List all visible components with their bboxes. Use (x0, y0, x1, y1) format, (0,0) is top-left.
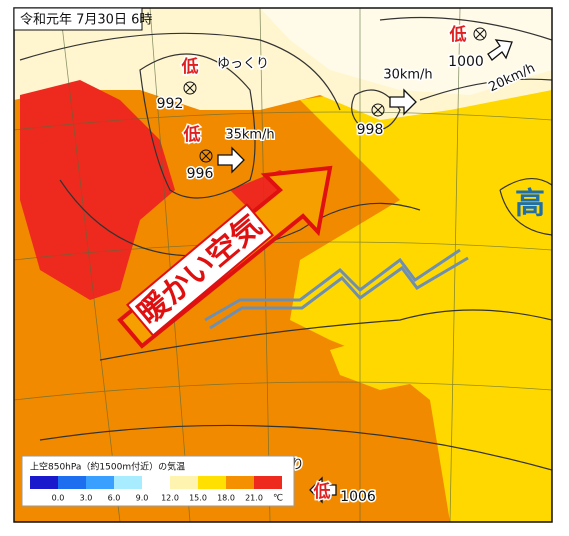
legend-tick: 9.0 (136, 494, 149, 503)
label-box (125, 203, 275, 337)
hot-area (20, 80, 175, 300)
legend-color (170, 476, 198, 489)
legend-color (198, 476, 226, 489)
stationary-front (204, 248, 469, 330)
legend-color (58, 476, 86, 489)
legend-unit: ℃ (273, 494, 283, 504)
legend-title: 上空850hPa（約1500m付近）の気温 (30, 461, 185, 473)
low-mark: 低 (449, 24, 467, 45)
move-arrow (309, 476, 337, 504)
low-pressure: 996 (187, 166, 214, 182)
legend-tick: 0.0 (52, 494, 65, 503)
low-pressure: 998 (357, 122, 384, 138)
legend-tick: 18.0 (217, 494, 235, 503)
move-arrow (487, 39, 513, 61)
legend-color (254, 476, 282, 489)
high-pressure-label: 高 (515, 187, 545, 222)
low-pressure: 1000 (448, 54, 484, 70)
low-mark: 低 (313, 481, 331, 502)
mild-area (290, 60, 552, 522)
map-field: 暖かい空気 高 (14, 8, 552, 522)
speed-label: 30km/h (383, 68, 432, 83)
low-pressure: 992 (157, 96, 184, 112)
low-mark: 低 (181, 56, 199, 77)
speed-label: 35km/h (225, 128, 274, 143)
low-mark: 低 (183, 124, 201, 145)
move-arrow (389, 88, 417, 116)
legend-color (226, 476, 254, 489)
legend-color (30, 476, 58, 489)
legend-color (114, 476, 142, 489)
legend-tick: 6.0 (108, 494, 121, 503)
legend-tick: 3.0 (80, 494, 93, 503)
low-centers (183, 27, 487, 163)
low-pressure: 1006 (340, 489, 376, 505)
legend-tick: 21.0 (245, 494, 263, 503)
legend: 上空850hPa（約1500m付近）の気温 0.0 3.0 6.0 9.0 12.0 15… (21, 455, 295, 507)
legend-tick: 12.0 (161, 494, 179, 503)
legend-tick: 15.0 (189, 494, 207, 503)
map-frame (13, 7, 553, 523)
move-arrow (217, 146, 245, 174)
map-title: 令和元年 7月30日 6時 (20, 13, 152, 28)
legend-color (142, 476, 170, 489)
title-box (13, 7, 143, 31)
cool-area (260, 8, 552, 95)
slow-label: ゆっくり (217, 57, 269, 72)
legend-color (86, 476, 114, 489)
